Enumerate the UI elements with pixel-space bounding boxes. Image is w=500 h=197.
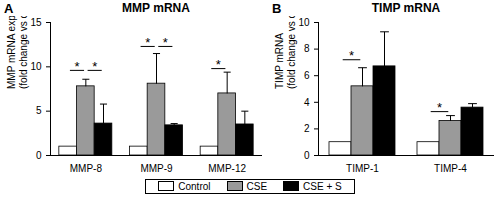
svg-text:*: * [145,35,150,50]
svg-text:*: * [163,35,168,50]
svg-text:8: 8 [304,43,310,54]
html-text:CSE: CSE [246,180,268,192]
svg-text:*: * [74,59,79,74]
svg-text:TIMP-1: TIMP-1 [346,163,379,174]
svg-text:6: 6 [304,70,310,81]
svg-text:TIMP-4: TIMP-4 [434,163,467,174]
svg-text:*: * [437,100,442,115]
svg-text:15: 15 [30,17,42,28]
svg-text:MMP-8: MMP-8 [70,163,103,174]
svg-text:*: * [216,57,221,72]
html-text:MMP mRNA: MMP mRNA [122,1,190,15]
svg-text:*: * [92,59,97,74]
svg-text:MMP mRNA expression(fold chang: MMP mRNA expression(fold change vs contr… [6,16,29,89]
svg-text:10: 10 [30,61,42,72]
svg-text:*: * [349,48,354,63]
svg-text:MMP-12: MMP-12 [208,163,246,174]
html-text:B: B [272,1,282,16]
svg-text:0: 0 [36,150,42,161]
html-text:TIMP mRNA: TIMP mRNA [371,1,441,15]
svg-text:4: 4 [304,97,310,108]
svg-text:2: 2 [304,123,310,134]
html-text:A: A [4,1,14,16]
svg-text:5: 5 [36,105,42,116]
html-text:Control: Control [178,180,211,192]
svg-text:0: 0 [304,150,310,161]
svg-text:10: 10 [298,17,310,28]
svg-text:MMP-9: MMP-9 [140,163,173,174]
html-text:CSE + S: CSE + S [303,180,342,192]
svg-text:TIMP mRNA(fold change vs contr: TIMP mRNA(fold change vs control) [274,16,297,89]
